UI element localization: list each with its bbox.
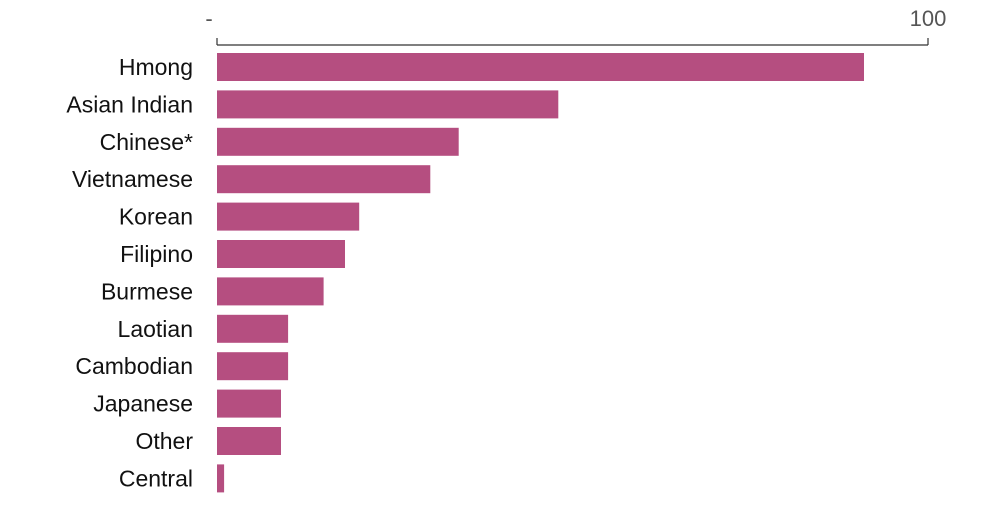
- bar-asian-indian: [217, 90, 559, 119]
- bar-korean: [217, 202, 360, 231]
- bar-vietnamese: [217, 165, 431, 194]
- bar-cambodian: [217, 352, 289, 381]
- bar-filipino: [217, 240, 345, 268]
- x-axis-ticks: - 100: [205, 6, 946, 31]
- bar-laotian: [217, 314, 289, 343]
- x-tick-label-end: 100: [910, 6, 947, 31]
- x-axis: [216, 38, 929, 46]
- category-label-vietnamese: Vietnamese: [72, 166, 193, 192]
- bar-other: [217, 427, 281, 455]
- category-label-laotian: Laotian: [118, 316, 193, 342]
- category-label-burmese: Burmese: [101, 278, 193, 304]
- x-tick-label-start: -: [205, 6, 212, 31]
- category-label-other: Other: [135, 428, 193, 454]
- category-label-korean: Korean: [119, 204, 193, 230]
- category-labels: Hmong Asian Indian Chinese* Vietnamese Korea…: [66, 54, 193, 491]
- bars: [217, 53, 864, 493]
- bar-chinese: [217, 127, 459, 156]
- category-label-chinese: Chinese*: [100, 129, 193, 155]
- category-label-cambodian: Cambodian: [75, 353, 193, 379]
- category-label-japanese: Japanese: [93, 391, 193, 417]
- bar-hmong: [217, 53, 864, 81]
- category-label-filipino: Filipino: [120, 241, 193, 267]
- category-label-central: Central: [119, 465, 193, 491]
- category-label-hmong: Hmong: [119, 54, 193, 80]
- bar-central: [217, 464, 225, 493]
- bar-burmese: [217, 277, 324, 306]
- category-label-asian-indian: Asian Indian: [66, 91, 193, 117]
- bar-japanese: [217, 389, 281, 418]
